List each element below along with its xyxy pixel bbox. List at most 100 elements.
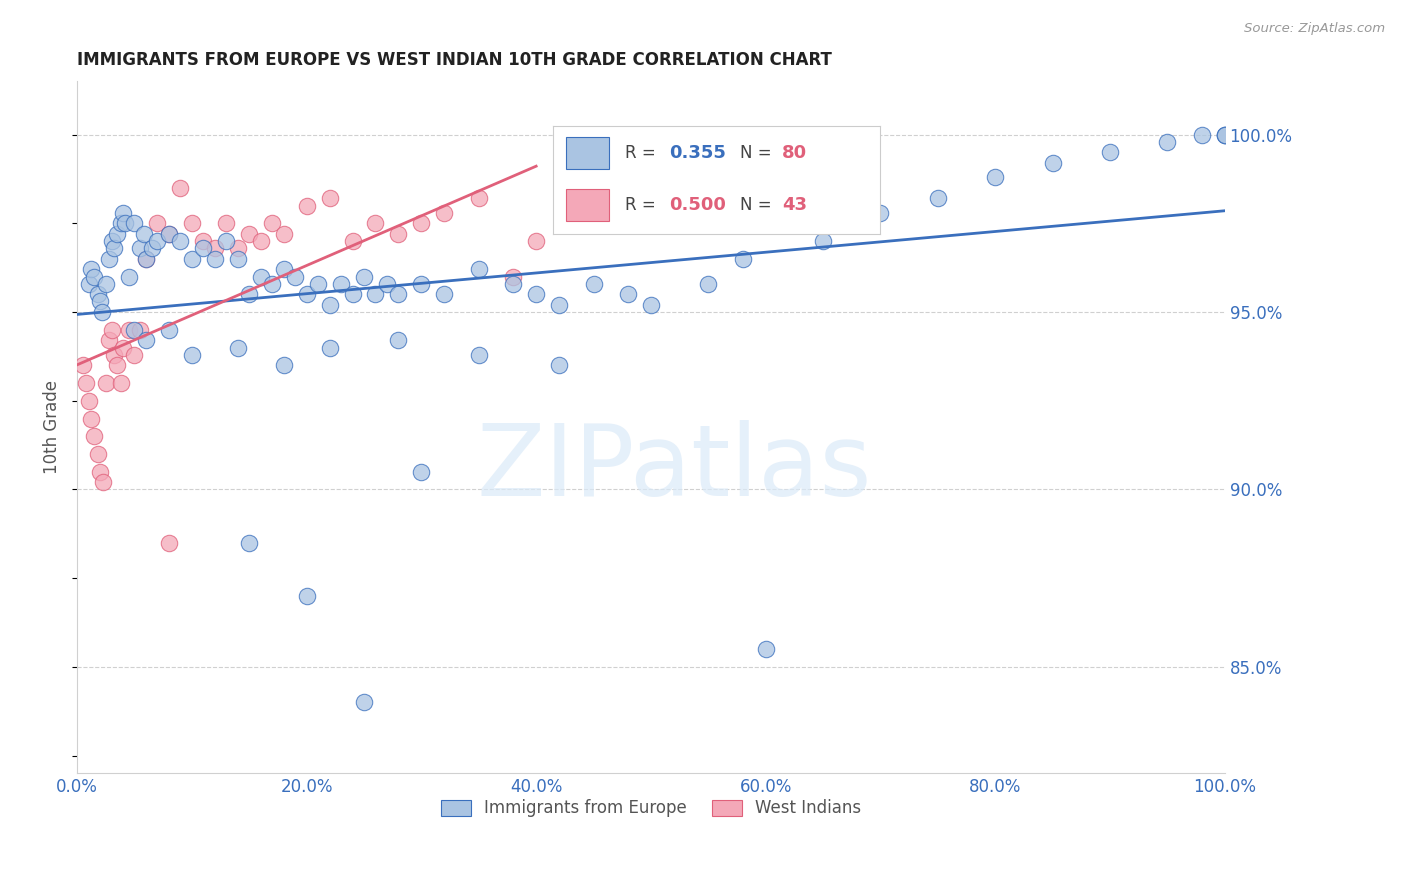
Point [342,287,364,301]
Point [869,205,891,219]
Point [226,241,249,255]
Point [157,535,180,549]
Point [91,305,114,319]
Point [129,323,152,337]
Point [72,359,94,373]
Point [375,277,398,291]
Point [135,252,157,266]
Point [755,642,778,657]
Point [778,216,800,230]
Point [238,287,260,301]
Point [342,234,364,248]
Point [204,252,226,266]
Point [411,465,433,479]
Point [89,465,111,479]
Point [129,241,152,255]
Point [110,376,132,390]
Legend: Immigrants from Europe, West Indians: Immigrants from Europe, West Indians [434,793,868,824]
Point [135,334,157,348]
Point [262,216,284,230]
Point [83,269,105,284]
Point [582,277,605,291]
Point [364,216,387,230]
Point [226,341,249,355]
Point [364,287,387,301]
Point [93,475,115,490]
Point [387,334,409,348]
Point [124,323,146,337]
Point [330,277,353,291]
Point [548,298,571,312]
Point [433,287,456,301]
Point [100,234,122,248]
Point [353,695,375,709]
Point [135,252,157,266]
Point [811,234,834,248]
Point [468,262,491,277]
Point [1191,128,1213,142]
Point [295,589,318,603]
Point [468,348,491,362]
Point [273,227,295,241]
Point [77,277,100,291]
Point [89,294,111,309]
Point [87,287,110,301]
Point [468,191,491,205]
Point [204,241,226,255]
Point [94,277,117,291]
Point [307,277,329,291]
Point [1213,128,1236,142]
Point [1156,135,1178,149]
Point [387,227,409,241]
Text: Source: ZipAtlas.com: Source: ZipAtlas.com [1244,22,1385,36]
Point [273,262,295,277]
Point [984,170,1007,185]
Point [132,227,155,241]
Point [318,341,340,355]
Y-axis label: 10th Grade: 10th Grade [44,380,60,475]
Point [731,252,754,266]
Point [1042,156,1064,170]
Point [502,277,524,291]
Point [524,287,547,301]
Text: ZIPatlas: ZIPatlas [477,420,872,517]
Point [114,216,136,230]
Point [111,205,134,219]
Point [103,241,125,255]
Point [1098,145,1121,160]
Point [295,287,318,301]
Point [215,234,238,248]
Point [318,298,340,312]
Point [157,227,180,241]
Point [146,216,169,230]
Point [193,234,215,248]
Point [105,227,128,241]
Point [226,252,249,266]
Point [387,287,409,301]
Point [77,393,100,408]
Point [124,216,146,230]
Point [169,181,191,195]
Point [118,269,141,284]
Point [249,234,271,248]
Point [640,298,662,312]
Point [411,216,433,230]
Point [927,191,949,205]
Point [318,191,340,205]
Point [262,277,284,291]
Point [146,234,169,248]
Point [640,163,662,178]
Point [295,198,318,212]
Point [180,252,202,266]
Point [249,269,271,284]
Point [524,234,547,248]
Text: IMMIGRANTS FROM EUROPE VS WEST INDIAN 10TH GRADE CORRELATION CHART: IMMIGRANTS FROM EUROPE VS WEST INDIAN 10… [77,51,832,69]
Point [180,216,202,230]
Point [111,341,134,355]
Point [118,323,141,337]
Point [1213,128,1236,142]
Point [80,411,103,425]
Point [273,359,295,373]
Point [83,429,105,443]
Point [103,348,125,362]
